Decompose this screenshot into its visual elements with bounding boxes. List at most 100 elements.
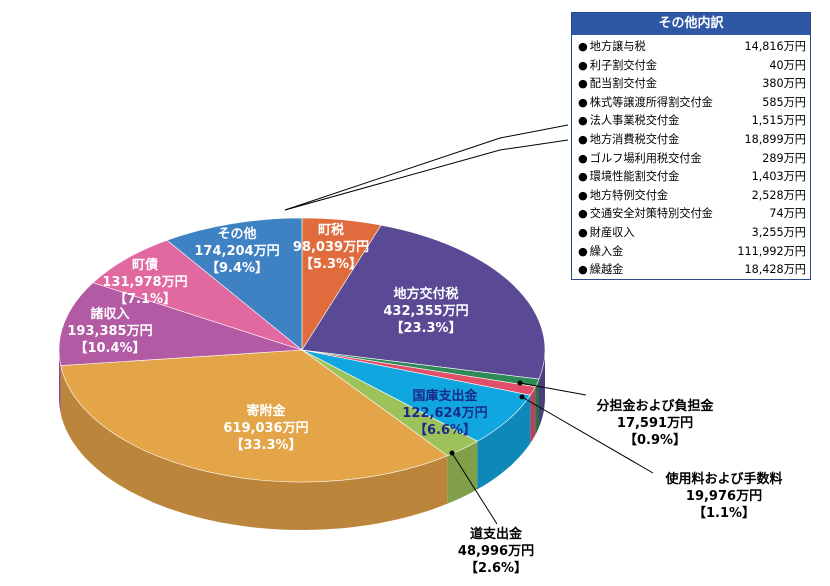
other-item-amount: 74万円 bbox=[769, 207, 806, 221]
other-breakdown-item: 繰入金 111,992万円 bbox=[578, 243, 806, 262]
pie-slice-8 bbox=[92, 239, 303, 351]
slice-value-label: 432,355万円 bbox=[383, 304, 468, 319]
slice-value-label: 193,385万円 bbox=[67, 324, 152, 339]
slice-name-label: 地方交付税 bbox=[393, 286, 458, 302]
slice-name-label: 国庫支出金 bbox=[412, 388, 478, 404]
slice-percent-label: 【2.6%】 bbox=[465, 560, 527, 576]
leader-dot-1 bbox=[519, 394, 525, 400]
slice-name-label: 寄附金 bbox=[246, 403, 286, 419]
slice-value-label: 131,978万円 bbox=[102, 275, 187, 290]
leader-other-2 bbox=[284, 139, 569, 211]
other-breakdown-item: 地方特例交付金 2,528万円 bbox=[578, 187, 806, 206]
slice-value-label: 619,036万円 bbox=[223, 421, 308, 436]
pie-side-6 bbox=[60, 365, 448, 530]
slice-percent-label: 【23.3%】 bbox=[390, 320, 461, 336]
pie-side-4 bbox=[477, 395, 531, 490]
pie-slice-7 bbox=[58, 282, 303, 366]
slice-percent-label: 【1.1%】 bbox=[693, 505, 755, 521]
other-item-name: 利子割交付金 bbox=[578, 57, 657, 76]
slice-value-label: 48,996万円 bbox=[458, 544, 534, 559]
other-breakdown-item: 地方譲与税 14,816万円 bbox=[578, 38, 806, 57]
other-item-amount: 585万円 bbox=[762, 95, 806, 109]
slice-percent-label: 【10.4%】 bbox=[74, 340, 145, 356]
leader-lines bbox=[284, 124, 654, 525]
other-breakdown-item: ゴルフ場利用税交付金 289万円 bbox=[578, 150, 806, 169]
other-breakdown-list: 地方譲与税 14,816万円利子割交付金 40万円配当割交付金 380万円株式等譲渡所… bbox=[572, 35, 810, 280]
other-item-name: ゴルフ場利用税交付金 bbox=[578, 150, 702, 169]
slice-value-label: 17,591万円 bbox=[617, 416, 693, 431]
other-item-name: 繰入金 bbox=[578, 243, 624, 262]
slice-name-label: 町税 bbox=[318, 222, 344, 238]
other-breakdown-item: 繰越金 18,428万円 bbox=[578, 261, 806, 280]
pie-slice-9 bbox=[166, 217, 303, 351]
pie-labels: 町税 98,039万円【5.3%】地方交付税 432,355万円【23.3%】分担金… bbox=[67, 222, 782, 576]
slice-label-4: 国庫支出金 122,624万円【6.6%】 bbox=[402, 388, 487, 438]
slice-label-0: 町税 98,039万円【5.3%】 bbox=[293, 222, 369, 272]
other-item-amount: 1,515万円 bbox=[751, 114, 806, 128]
other-item-name: 地方消費税交付金 bbox=[578, 131, 680, 150]
other-item-name: 繰越金 bbox=[578, 261, 624, 280]
other-item-amount: 289万円 bbox=[762, 151, 806, 165]
leader-fees bbox=[521, 396, 654, 474]
other-item-amount: 18,899万円 bbox=[744, 132, 806, 146]
slice-label-1: 地方交付税 432,355万円【23.3%】 bbox=[383, 286, 468, 336]
slice-name-label: 道支出金 bbox=[470, 526, 523, 542]
slice-value-label: 19,976万円 bbox=[686, 489, 762, 504]
leader-burden bbox=[519, 382, 587, 396]
slice-percent-label: 【6.6%】 bbox=[414, 422, 476, 438]
slice-name-label: 分担金および負担金 bbox=[596, 398, 714, 414]
slice-name-label: 使用料および手数料 bbox=[664, 471, 782, 487]
other-item-name: 株式等譲渡所得割交付金 bbox=[578, 94, 713, 113]
other-item-amount: 1,403万円 bbox=[751, 170, 806, 184]
pie-slice-6 bbox=[60, 349, 448, 483]
other-item-amount: 14,816万円 bbox=[744, 40, 806, 53]
pie-side-3 bbox=[530, 386, 536, 444]
pie-slice-1 bbox=[301, 224, 546, 380]
other-item-name: 交通安全対策特別交付金 bbox=[578, 205, 713, 224]
slice-name-label: その他 bbox=[217, 226, 256, 242]
slice-name-label: 町債 bbox=[132, 257, 158, 273]
other-item-name: 財産収入 bbox=[578, 224, 635, 243]
slice-percent-label: 【7.1%】 bbox=[114, 291, 176, 307]
other-item-amount: 2,528万円 bbox=[751, 188, 806, 202]
other-item-name: 地方特例交付金 bbox=[578, 187, 668, 206]
other-breakdown-box: その他内訳 地方譲与税 14,816万円利子割交付金 40万円配当割交付金 380万円… bbox=[571, 12, 811, 280]
other-breakdown-item: 法人事業税交付金 1,515万円 bbox=[578, 112, 806, 131]
slice-label-3: 使用料および手数料 19,976万円【1.1%】 bbox=[664, 471, 782, 521]
other-breakdown-item: 財産収入 3,255万円 bbox=[578, 224, 806, 243]
other-item-name: 地方譲与税 bbox=[578, 38, 646, 57]
leader-prefectural bbox=[451, 452, 498, 525]
other-item-amount: 380万円 bbox=[762, 77, 806, 91]
other-breakdown-item: 利子割交付金 40万円 bbox=[578, 57, 806, 76]
leader-other-1 bbox=[284, 124, 569, 211]
other-item-name: 法人事業税交付金 bbox=[578, 112, 680, 131]
slice-value-label: 122,624万円 bbox=[402, 406, 487, 421]
other-item-amount: 40万円 bbox=[769, 58, 806, 72]
other-item-amount: 3,255万円 bbox=[751, 225, 806, 239]
slice-label-7: 諸収入 193,385万円【10.4%】 bbox=[67, 306, 152, 356]
leader-dot-0 bbox=[517, 380, 523, 386]
other-item-amount: 111,992万円 bbox=[737, 244, 806, 258]
slice-label-6: 寄附金 619,036万円【33.3%】 bbox=[223, 403, 308, 453]
leader-dot-2 bbox=[449, 450, 455, 456]
slice-value-label: 174,204万円 bbox=[194, 244, 279, 259]
other-breakdown-item: 環境性能割交付金 1,403万円 bbox=[578, 168, 806, 187]
slice-percent-label: 【9.4%】 bbox=[206, 260, 268, 276]
other-item-amount: 18,428万円 bbox=[744, 263, 806, 277]
slice-label-9: その他 174,204万円【9.4%】 bbox=[194, 226, 279, 276]
slice-label-5: 道支出金 48,996万円【2.6%】 bbox=[458, 526, 534, 576]
pie-top bbox=[58, 217, 546, 483]
slice-percent-label: 【0.9%】 bbox=[624, 432, 686, 448]
other-breakdown-item: 地方消費税交付金 18,899万円 bbox=[578, 131, 806, 150]
other-breakdown-title: その他内訳 bbox=[572, 13, 810, 35]
slice-percent-label: 【33.3%】 bbox=[230, 437, 301, 453]
slice-percent-label: 【5.3%】 bbox=[300, 256, 362, 272]
slice-label-8: 町債 131,978万円【7.1%】 bbox=[102, 257, 187, 307]
other-breakdown-item: 株式等譲渡所得割交付金 585万円 bbox=[578, 94, 806, 113]
pie-side-2 bbox=[535, 379, 539, 435]
other-item-name: 環境性能割交付金 bbox=[578, 168, 680, 187]
slice-name-label: 諸収入 bbox=[90, 306, 129, 322]
pie-side-7 bbox=[59, 350, 61, 414]
other-item-name: 配当割交付金 bbox=[578, 75, 657, 94]
